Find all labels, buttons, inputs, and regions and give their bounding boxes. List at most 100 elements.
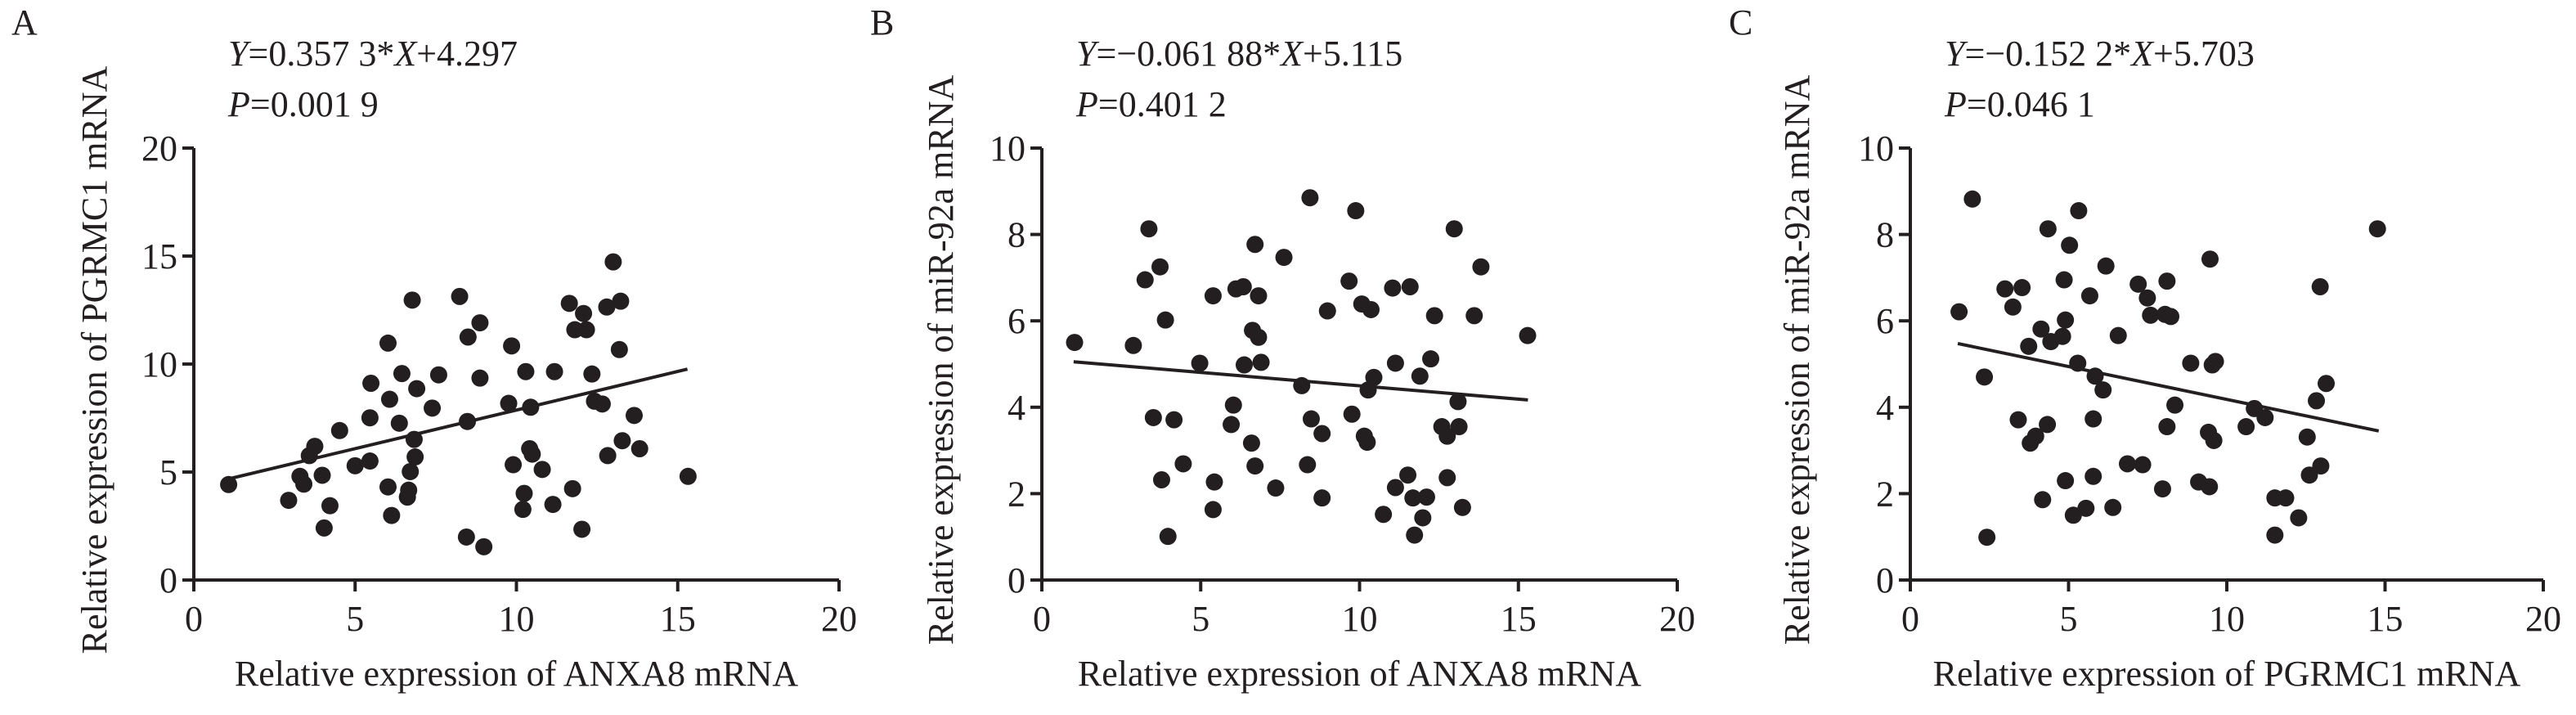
data-point	[2237, 418, 2255, 436]
data-point	[1246, 457, 1264, 475]
data-point	[1235, 356, 1253, 374]
data-point	[563, 479, 581, 497]
data-point	[361, 409, 379, 427]
data-point	[346, 456, 364, 474]
regression-line	[1073, 360, 1528, 402]
p-value: P=0.001 9	[227, 84, 379, 124]
data-point	[2368, 220, 2386, 238]
data-point	[1375, 506, 1393, 524]
x-tick-label: 10	[1342, 599, 1378, 639]
data-point	[2034, 491, 2052, 509]
regression-equation: Y=0.357 3*X+4.297	[228, 34, 518, 74]
data-point	[2134, 456, 2152, 474]
data-point	[604, 253, 622, 271]
x-tick-label: 20	[821, 599, 857, 639]
data-point	[2308, 392, 2326, 410]
data-point	[1445, 220, 1463, 238]
y-tick-label: 15	[141, 236, 177, 277]
data-point	[1519, 326, 1537, 344]
data-point	[2290, 509, 2308, 527]
data-point	[1252, 353, 1270, 371]
data-point	[1996, 280, 2014, 298]
data-point	[2057, 472, 2075, 490]
data-point	[1313, 425, 1331, 443]
data-point	[406, 448, 424, 466]
x-tick-label: 5	[1192, 599, 1209, 639]
data-point	[1438, 427, 1456, 445]
data-point	[280, 492, 298, 510]
data-point	[2109, 326, 2127, 344]
regression-line	[228, 367, 689, 481]
data-point	[1242, 434, 1260, 452]
data-point	[631, 439, 648, 457]
data-point	[533, 461, 551, 479]
data-point	[383, 506, 401, 524]
data-point	[2039, 416, 2057, 434]
data-point	[1204, 287, 1222, 305]
data-point	[505, 456, 523, 474]
y-tick-label: 8	[1008, 215, 1025, 255]
x-tick-label: 20	[2525, 599, 2561, 639]
y-tick-label: 0	[159, 560, 177, 600]
data-point	[471, 314, 489, 332]
data-point	[2201, 478, 2219, 496]
data-point	[361, 452, 379, 470]
data-point	[577, 321, 595, 339]
panel-c: C Y=−0.152 2*X+5.703 P=0.046 1 Relative …	[1729, 2, 2561, 694]
data-point	[2206, 353, 2224, 371]
x-tick-label: 15	[1501, 599, 1537, 639]
panel-label: B	[870, 2, 894, 43]
data-point	[599, 447, 617, 465]
data-point	[1299, 456, 1317, 474]
data-point	[1151, 258, 1169, 276]
data-point	[560, 295, 578, 313]
x-axis-title: Relative expression of ANXA8 mRNA	[1078, 654, 1641, 694]
data-point	[2080, 287, 2098, 305]
data-point	[2009, 411, 2027, 429]
data-point	[1124, 336, 1142, 354]
data-point	[1386, 354, 1404, 372]
data-point	[2013, 279, 2031, 297]
y-tick-label: 2	[1008, 474, 1025, 514]
data-point	[306, 438, 324, 456]
data-point	[1234, 277, 1252, 295]
y-tick-label: 4	[1008, 388, 1025, 428]
data-point	[379, 334, 397, 352]
data-point	[1165, 411, 1183, 429]
data-point	[1159, 528, 1177, 546]
data-point	[2312, 457, 2330, 475]
data-point	[544, 496, 562, 514]
data-point	[1246, 236, 1264, 254]
data-point	[545, 362, 563, 380]
data-point	[2053, 327, 2071, 345]
data-point	[1191, 354, 1209, 372]
data-point	[1152, 471, 1170, 489]
data-point	[2094, 381, 2112, 399]
data-point	[1205, 473, 1223, 491]
data-point	[1275, 249, 1293, 267]
x-tick-label: 15	[2367, 599, 2403, 639]
data-point	[313, 466, 331, 484]
data-point	[362, 374, 380, 392]
data-point	[1449, 393, 1467, 411]
data-point	[424, 399, 442, 417]
data-point	[514, 501, 532, 519]
data-point	[2129, 275, 2147, 293]
y-axis-title: Relative expression of miR-92a mRNA	[921, 75, 961, 645]
data-point	[1250, 328, 1268, 346]
data-point	[451, 287, 469, 305]
data-point	[575, 304, 593, 322]
data-point	[2057, 311, 2075, 329]
y-tick-label: 8	[1876, 215, 1894, 255]
data-point	[1204, 501, 1222, 519]
y-axis-title: Relative expression of PGRMC1 mRNA	[74, 65, 114, 654]
regression-equation: Y=−0.061 88*X+5.115	[1076, 34, 1402, 74]
y-tick-label: 6	[1876, 301, 1894, 341]
data-point	[295, 475, 313, 493]
data-point	[390, 414, 408, 432]
data-point	[2277, 489, 2295, 507]
data-point	[1301, 189, 1319, 207]
data-point	[2077, 499, 2095, 517]
data-point	[1144, 408, 1162, 426]
